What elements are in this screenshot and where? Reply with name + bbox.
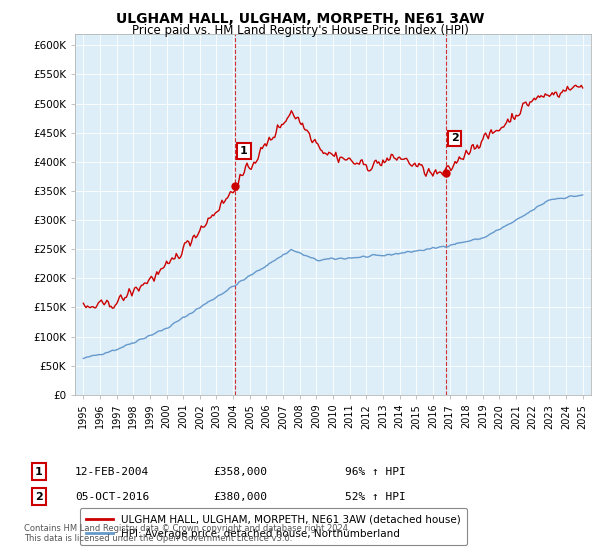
Text: ULGHAM HALL, ULGHAM, MORPETH, NE61 3AW: ULGHAM HALL, ULGHAM, MORPETH, NE61 3AW [116, 12, 484, 26]
Text: 96% ↑ HPI: 96% ↑ HPI [345, 466, 406, 477]
Text: £358,000: £358,000 [213, 466, 267, 477]
Text: This data is licensed under the Open Government Licence v3.0.: This data is licensed under the Open Gov… [24, 534, 292, 543]
Text: 1: 1 [35, 466, 43, 477]
Text: 52% ↑ HPI: 52% ↑ HPI [345, 492, 406, 502]
Text: 2: 2 [35, 492, 43, 502]
Text: £380,000: £380,000 [213, 492, 267, 502]
Text: 05-OCT-2016: 05-OCT-2016 [75, 492, 149, 502]
Text: 12-FEB-2004: 12-FEB-2004 [75, 466, 149, 477]
Text: Price paid vs. HM Land Registry's House Price Index (HPI): Price paid vs. HM Land Registry's House … [131, 24, 469, 36]
Text: 1: 1 [240, 146, 248, 156]
Text: 2: 2 [451, 133, 458, 143]
Text: Contains HM Land Registry data © Crown copyright and database right 2024.: Contains HM Land Registry data © Crown c… [24, 524, 350, 533]
Legend: ULGHAM HALL, ULGHAM, MORPETH, NE61 3AW (detached house), HPI: Average price, det: ULGHAM HALL, ULGHAM, MORPETH, NE61 3AW (… [80, 508, 467, 545]
